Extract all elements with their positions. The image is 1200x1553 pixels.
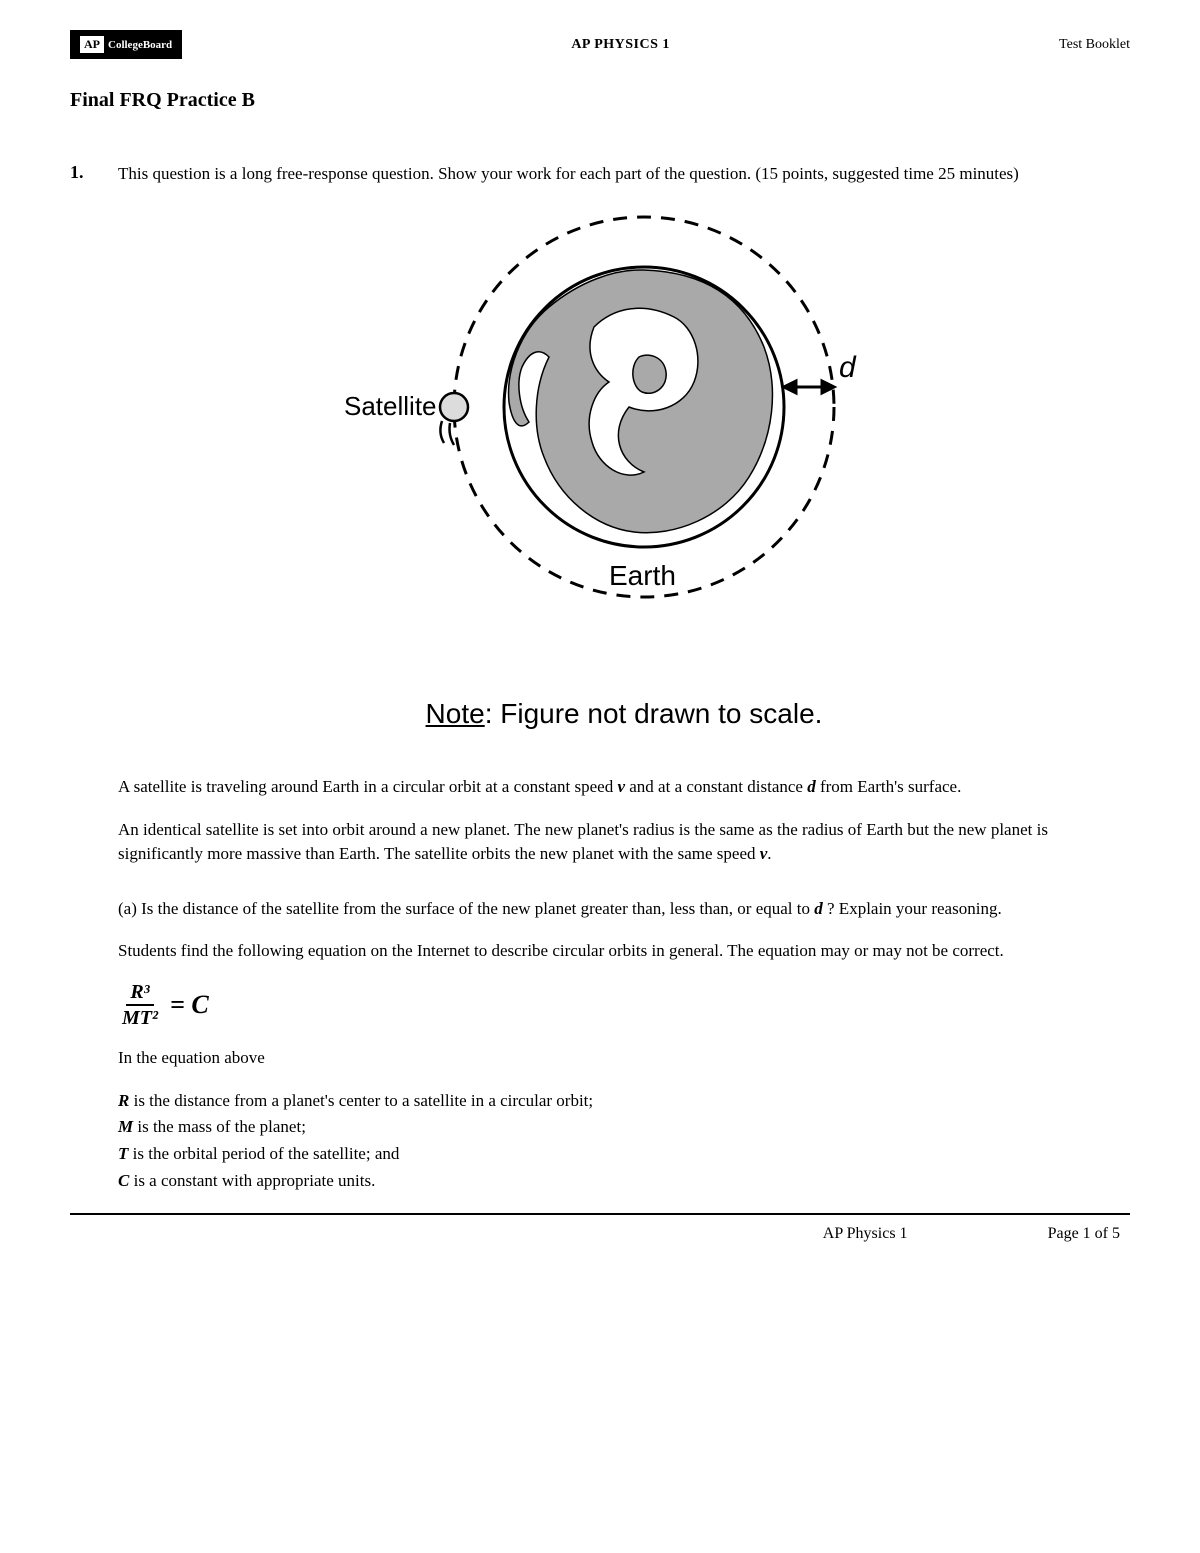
- equation-fraction: R³ MT²: [118, 982, 162, 1028]
- island-1: [633, 355, 666, 393]
- sym-d: d: [807, 777, 816, 796]
- footer-course: AP Physics 1: [823, 1225, 908, 1243]
- sym-d-2: d: [814, 899, 823, 918]
- page-title: Final FRQ Practice B: [70, 89, 1130, 112]
- ap-logo: AP CollegeBoard: [70, 30, 182, 59]
- motion-line-1: [440, 421, 444, 443]
- question: 1. This question is a long free-response…: [70, 162, 1130, 1195]
- question-number: 1.: [70, 162, 94, 1195]
- satellite-icon: [440, 393, 468, 421]
- header-course: AP PHYSICS 1: [571, 37, 670, 53]
- question-intro: This question is a long free-response qu…: [118, 162, 1130, 187]
- motion-line-2: [450, 423, 455, 445]
- eq-denominator: MT²: [118, 1006, 162, 1028]
- header: AP CollegeBoard AP PHYSICS 1 Test Bookle…: [70, 30, 1130, 59]
- definitions: R is the distance from a planet's center…: [118, 1089, 1130, 1194]
- para-5: In the equation above: [118, 1046, 1130, 1071]
- note-underline: Note: [426, 698, 485, 729]
- para-4: Students find the following equation on …: [118, 939, 1130, 964]
- figure: d Satellite Earth: [118, 207, 1130, 655]
- footer-rule: [70, 1213, 1130, 1215]
- header-booklet: Test Booklet: [1059, 37, 1130, 53]
- footer-page: Page 1 of 5: [1048, 1225, 1120, 1243]
- note-rest: : Figure not drawn to scale.: [485, 698, 823, 729]
- d-label: d: [839, 351, 857, 384]
- d-marker: [784, 381, 834, 393]
- orbit-diagram-svg: d Satellite Earth: [344, 207, 904, 647]
- footer: AP Physics 1 Page 1 of 5: [70, 1225, 1130, 1243]
- earth-label: Earth: [609, 560, 676, 591]
- para-3: (a) Is the distance of the satellite fro…: [118, 897, 1130, 922]
- eq-numerator: R³: [126, 982, 153, 1006]
- question-body: This question is a long free-response qu…: [118, 162, 1130, 1195]
- para-1: A satellite is traveling around Earth in…: [118, 775, 1130, 800]
- eq-rhs: = C: [170, 986, 209, 1024]
- ap-logo-badge: AP: [80, 36, 104, 53]
- def-C: C is a constant with appropriate units.: [118, 1169, 1130, 1194]
- def-M: M is the mass of the planet;: [118, 1115, 1130, 1140]
- figure-note: Note: Figure not drawn to scale.: [118, 694, 1130, 735]
- ap-logo-text: CollegeBoard: [108, 39, 172, 51]
- para-2: An identical satellite is set into orbit…: [118, 818, 1130, 867]
- equation: R³ MT² = C: [118, 982, 1130, 1028]
- def-R: R is the distance from a planet's center…: [118, 1089, 1130, 1114]
- page: AP CollegeBoard AP PHYSICS 1 Test Bookle…: [0, 0, 1200, 1500]
- sym-v: v: [617, 777, 625, 796]
- satellite-label: Satellite: [344, 391, 437, 421]
- def-T: T is the orbital period of the satellite…: [118, 1142, 1130, 1167]
